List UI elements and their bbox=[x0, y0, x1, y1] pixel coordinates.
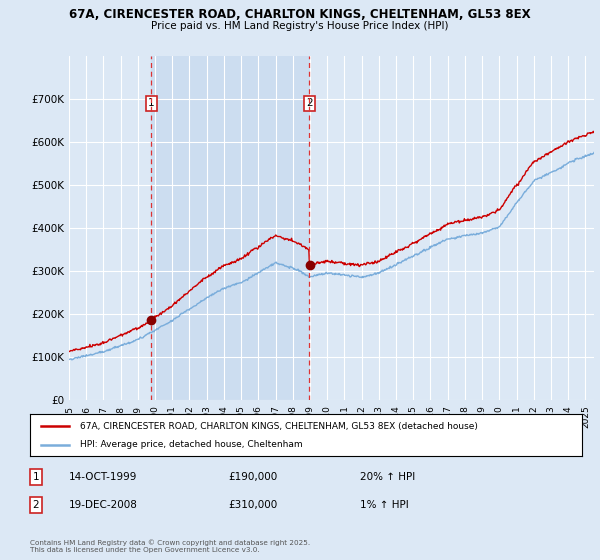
Text: 1: 1 bbox=[32, 472, 40, 482]
Text: 1: 1 bbox=[148, 99, 155, 108]
Bar bbox=[151, 56, 310, 400]
Text: 19-DEC-2008: 19-DEC-2008 bbox=[69, 500, 138, 510]
Text: 67A, CIRENCESTER ROAD, CHARLTON KINGS, CHELTENHAM, GL53 8EX (detached house): 67A, CIRENCESTER ROAD, CHARLTON KINGS, C… bbox=[80, 422, 478, 431]
Text: 67A, CIRENCESTER ROAD, CHARLTON KINGS, CHELTENHAM, GL53 8EX: 67A, CIRENCESTER ROAD, CHARLTON KINGS, C… bbox=[69, 8, 531, 21]
Text: 1% ↑ HPI: 1% ↑ HPI bbox=[360, 500, 409, 510]
Text: £190,000: £190,000 bbox=[228, 472, 277, 482]
Text: £310,000: £310,000 bbox=[228, 500, 277, 510]
Text: HPI: Average price, detached house, Cheltenham: HPI: Average price, detached house, Chel… bbox=[80, 440, 302, 449]
Text: 14-OCT-1999: 14-OCT-1999 bbox=[69, 472, 137, 482]
Text: Contains HM Land Registry data © Crown copyright and database right 2025.
This d: Contains HM Land Registry data © Crown c… bbox=[30, 540, 310, 553]
Text: 2: 2 bbox=[32, 500, 40, 510]
Text: Price paid vs. HM Land Registry's House Price Index (HPI): Price paid vs. HM Land Registry's House … bbox=[151, 21, 449, 31]
Text: 20% ↑ HPI: 20% ↑ HPI bbox=[360, 472, 415, 482]
Text: 2: 2 bbox=[306, 99, 313, 108]
